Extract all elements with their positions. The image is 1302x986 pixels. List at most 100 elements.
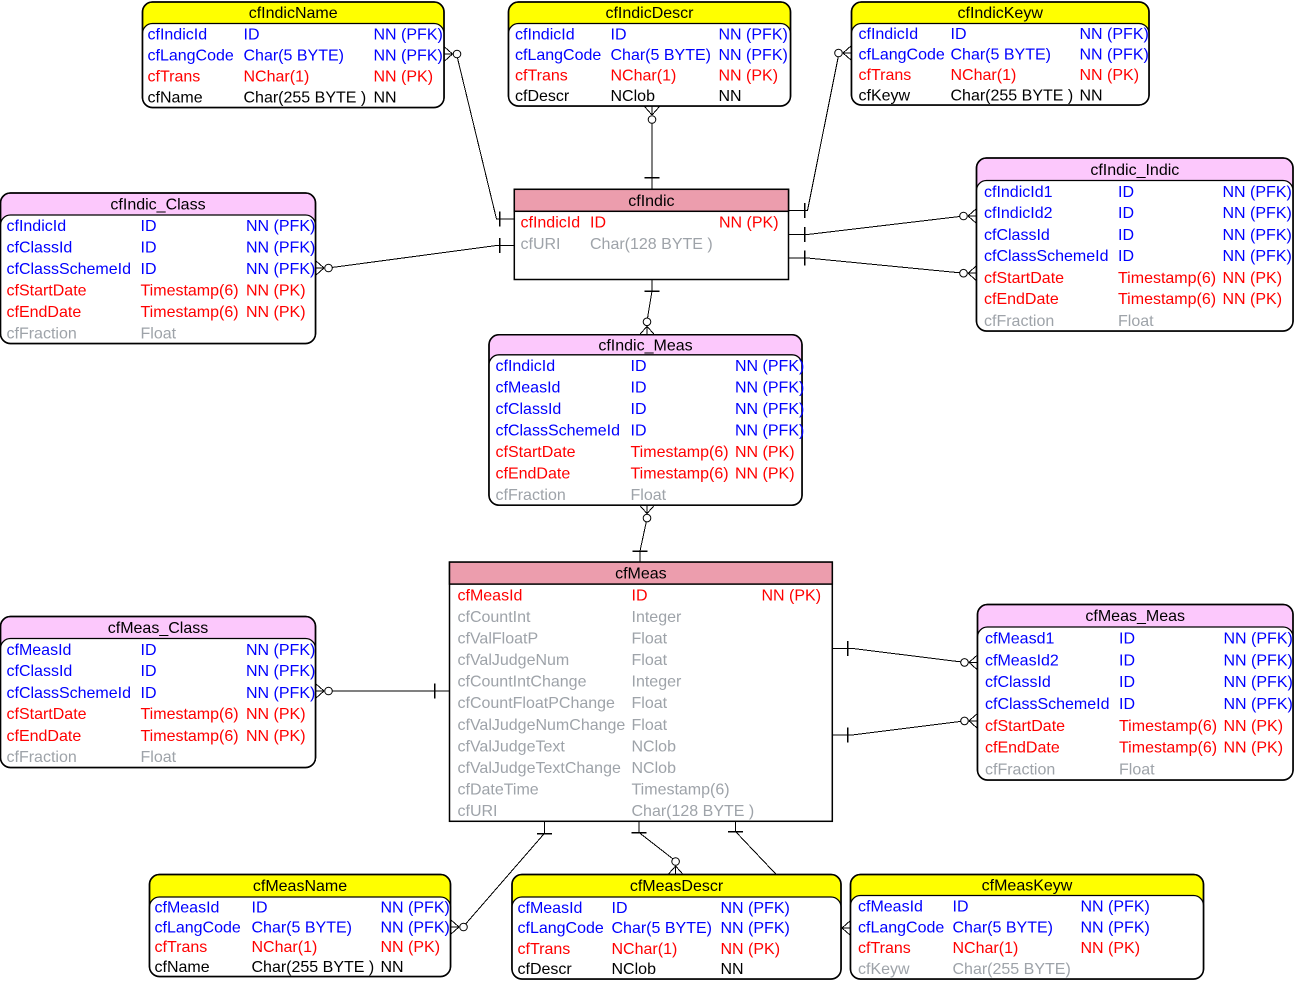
svg-text:ID: ID [951,26,967,43]
svg-text:Char(5 BYTE): Char(5 BYTE) [244,48,344,65]
svg-text:cfIndicId1: cfIndicId1 [984,184,1053,201]
svg-text:cfDateTime: cfDateTime [458,782,539,799]
svg-text:Timestamp(6): Timestamp(6) [632,782,730,799]
svg-text:cfEndDate: cfEndDate [496,465,571,482]
svg-text:Char(255 BYTE ): Char(255 BYTE ) [244,90,367,107]
svg-text:cfValFloatP: cfValFloatP [458,631,539,648]
svg-text:cfClassSchemeId: cfClassSchemeId [496,423,621,440]
svg-text:cfMeas: cfMeas [615,566,667,583]
svg-text:cfValJudgeText: cfValJudgeText [458,738,566,755]
svg-text:cfClassSchemeId: cfClassSchemeId [984,248,1109,265]
svg-text:NN (PFK): NN (PFK) [1080,47,1149,64]
svg-text:Char(5 BYTE): Char(5 BYTE) [611,47,711,64]
svg-text:cfIndic_Class: cfIndic_Class [110,197,205,214]
svg-text:cfClassId: cfClassId [7,240,73,257]
svg-text:cfMeasId: cfMeasId [458,587,523,604]
svg-text:NN (PK): NN (PK) [1224,740,1284,757]
svg-text:cfClassId: cfClassId [985,674,1051,691]
svg-text:ID: ID [953,898,969,915]
svg-text:cfCountInt: cfCountInt [458,609,531,626]
svg-text:NN (PK): NN (PK) [246,706,306,723]
svg-text:cfValJudgeNumChange: cfValJudgeNumChange [458,717,626,734]
svg-text:NN (PK): NN (PK) [1223,270,1283,287]
svg-text:NN (PFK): NN (PFK) [246,663,315,680]
svg-text:NN: NN [381,959,404,976]
svg-text:Timestamp(6): Timestamp(6) [1118,270,1216,287]
svg-text:cfClassId: cfClassId [984,227,1050,244]
svg-text:cfEndDate: cfEndDate [985,740,1060,757]
svg-text:NN (PFK): NN (PFK) [374,27,443,44]
svg-text:cfIndic: cfIndic [628,193,674,210]
svg-text:ID: ID [141,218,157,235]
svg-text:NN (PFK): NN (PFK) [735,423,804,440]
svg-text:cfLangCode: cfLangCode [858,919,944,936]
svg-text:cfLangCode: cfLangCode [155,919,241,936]
svg-text:cfName: cfName [155,959,210,976]
svg-text:Char(5 BYTE): Char(5 BYTE) [612,920,712,937]
svg-text:NClob: NClob [611,88,656,105]
svg-text:NN (PFK): NN (PFK) [1223,227,1292,244]
svg-text:NClob: NClob [612,961,657,978]
svg-text:cfTrans: cfTrans [859,67,912,84]
svg-text:Timestamp(6): Timestamp(6) [141,728,239,745]
svg-text:Char(255 BYTE ): Char(255 BYTE ) [951,87,1074,104]
svg-text:NN (PK): NN (PK) [721,941,781,958]
svg-text:NN (PFK): NN (PFK) [721,920,790,937]
svg-text:cfClassId: cfClassId [496,401,562,418]
svg-text:cfIndicId: cfIndicId [859,26,919,43]
svg-text:NN (PFK): NN (PFK) [246,685,315,702]
svg-text:cfEndDate: cfEndDate [7,728,82,745]
svg-text:cfIndicId2: cfIndicId2 [984,205,1053,222]
svg-text:cfFraction: cfFraction [984,313,1054,330]
svg-text:NN (PK): NN (PK) [246,728,306,745]
svg-text:cfStartDate: cfStartDate [985,718,1065,735]
svg-text:NN (PFK): NN (PFK) [1081,898,1150,915]
svg-text:NN (PFK): NN (PFK) [374,48,443,65]
svg-text:cfStartDate: cfStartDate [7,283,87,300]
svg-text:ID: ID [1119,674,1135,691]
svg-text:cfClassSchemeId: cfClassSchemeId [7,261,132,278]
svg-text:Timestamp(6): Timestamp(6) [1119,718,1217,735]
svg-text:Timestamp(6): Timestamp(6) [141,304,239,321]
svg-text:ID: ID [631,380,647,397]
svg-text:NClob: NClob [632,760,677,777]
svg-text:cfFraction: cfFraction [7,325,77,342]
svg-text:NN (PK): NN (PK) [735,444,795,461]
svg-text:NN (PFK): NN (PFK) [719,47,788,64]
svg-text:Timestamp(6): Timestamp(6) [631,465,729,482]
svg-text:cfIndic_Meas: cfIndic_Meas [598,337,692,354]
svg-text:cfIndicId: cfIndicId [148,27,208,44]
svg-text:NN (PFK): NN (PFK) [735,401,804,418]
svg-text:cfCountIntChange: cfCountIntChange [458,674,587,691]
svg-text:NClob: NClob [632,738,677,755]
svg-text:Float: Float [632,631,668,648]
svg-text:NN: NN [719,88,742,105]
svg-text:cfEndDate: cfEndDate [7,304,82,321]
svg-text:cfLangCode: cfLangCode [518,920,604,937]
svg-text:cfLangCode: cfLangCode [148,48,234,65]
svg-text:cfEndDate: cfEndDate [984,291,1059,308]
svg-text:NN: NN [721,961,744,978]
svg-text:Float: Float [632,717,668,734]
svg-text:cfValJudgeNum: cfValJudgeNum [458,652,570,669]
svg-text:Float: Float [632,652,668,669]
svg-text:cfIndicId: cfIndicId [521,215,581,232]
svg-text:ID: ID [1118,205,1134,222]
svg-text:NChar(1): NChar(1) [244,69,310,86]
svg-text:ID: ID [1119,652,1135,669]
svg-text:Float: Float [632,695,668,712]
svg-text:cfClassSchemeId: cfClassSchemeId [985,696,1110,713]
svg-text:cfIndicId: cfIndicId [7,218,67,235]
svg-text:NN (PK): NN (PK) [735,465,795,482]
svg-text:Float: Float [631,487,667,504]
svg-text:ID: ID [1119,696,1135,713]
svg-text:ID: ID [611,26,627,43]
svg-text:cfTrans: cfTrans [155,939,208,956]
svg-text:cfMeasDescr: cfMeasDescr [630,878,724,895]
svg-text:NN (PFK): NN (PFK) [719,26,788,43]
svg-text:cfMeasd1: cfMeasd1 [985,630,1054,647]
svg-text:NN (PFK): NN (PFK) [246,642,315,659]
svg-text:Timestamp(6): Timestamp(6) [141,283,239,300]
svg-text:NN (PK): NN (PK) [1080,67,1140,84]
svg-text:Char(128 BYTE ): Char(128 BYTE ) [590,236,713,253]
